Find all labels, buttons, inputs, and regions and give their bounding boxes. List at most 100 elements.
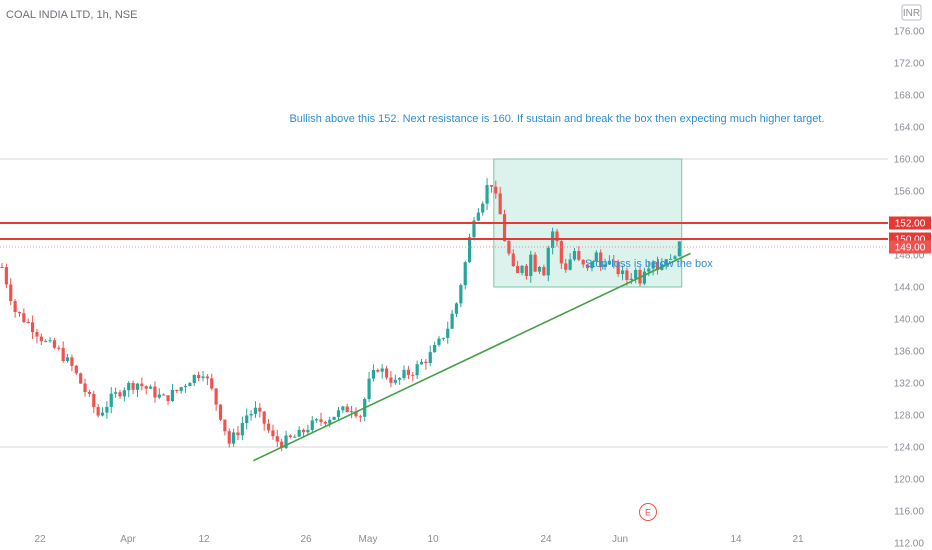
candle-body: [647, 268, 651, 272]
candle-body: [48, 340, 52, 342]
price-tick-label: 120.00: [894, 475, 925, 486]
candle-body: [22, 313, 26, 322]
candle-body: [52, 340, 57, 348]
candle-body: [603, 264, 607, 268]
candle-body: [673, 256, 677, 259]
candle-body: [467, 237, 472, 263]
currency-badge[interactable]: [901, 4, 922, 21]
candle-body: [677, 241, 681, 257]
candle-body: [590, 261, 594, 269]
candle-body: [424, 361, 428, 364]
candle-body: [354, 411, 358, 417]
candles: [0, 178, 681, 452]
candle-body: [179, 387, 183, 392]
candle-body: [350, 411, 354, 413]
candle-body: [441, 337, 445, 339]
candle-body: [472, 220, 476, 238]
annotations: Bullish above this 152. Next resistance …: [289, 113, 824, 270]
candle-body: [485, 185, 489, 204]
candle-body: [39, 336, 43, 342]
candle-body: [140, 383, 144, 387]
candle-body: [555, 231, 559, 242]
candle-body: [240, 423, 244, 436]
candle-body: [83, 383, 87, 392]
candle-body: [371, 370, 376, 379]
candle-body: [114, 392, 118, 394]
candle-body: [498, 193, 502, 215]
candle-body: [546, 247, 550, 276]
candle-body: [70, 357, 74, 366]
events[interactable]: E: [639, 503, 657, 521]
candle-body: [135, 383, 140, 390]
candle-body: [577, 251, 581, 260]
candle-body: [9, 284, 13, 302]
candle-body: [258, 407, 262, 412]
candle-body: [61, 347, 65, 362]
candle-body: [476, 212, 480, 221]
price-tick-label: 160.00: [894, 155, 925, 166]
time-tick-label: 14: [730, 534, 742, 545]
candle-body: [481, 203, 485, 213]
grey-levels: [0, 158, 888, 448]
level-tag-bg: [889, 216, 931, 230]
price-tick-label: 168.00: [894, 91, 925, 102]
candle-body: [620, 270, 625, 275]
candle-body: [201, 376, 205, 379]
candle-body: [162, 394, 166, 396]
support-trendline[interactable]: [253, 252, 691, 462]
candle-body: [568, 259, 572, 270]
earnings-event-icon[interactable]: [639, 503, 657, 521]
candle-body: [57, 347, 61, 349]
candle-body: [564, 263, 568, 270]
candle-body: [183, 386, 188, 388]
candle-body: [345, 406, 349, 413]
candle-body: [507, 241, 511, 254]
candle-body: [319, 419, 323, 422]
price-tick-label: 148.00: [894, 251, 925, 262]
time-axis[interactable]: 22 Apr 12 26 May 10 24 Jun 14 21: [34, 534, 804, 545]
symbol-title: COAL INDIA LTD, 1h, NSE: [6, 9, 138, 21]
price-tick-label: 112.00: [894, 539, 924, 550]
candle-body: [79, 373, 83, 384]
candle-body: [616, 261, 620, 275]
candle-body: [26, 321, 30, 323]
candle-body: [459, 285, 463, 304]
candle-body: [437, 338, 441, 345]
candle-body: [358, 416, 362, 418]
candle-body: [253, 407, 258, 414]
time-tick-label: Apr: [120, 534, 136, 545]
price-tick-label: 176.00: [894, 27, 925, 38]
time-tick-label: 12: [198, 534, 210, 545]
candle-body: [450, 313, 454, 329]
candle-body: [266, 423, 271, 431]
candle-body: [170, 389, 175, 402]
candle-body: [284, 435, 288, 449]
price-axis[interactable]: 176.00 172.00 168.00 164.00 160.00 156.00 148.…: [894, 4, 925, 550]
candle-body: [411, 374, 415, 376]
price-tick-label: 128.00: [894, 411, 925, 422]
candle-body: [297, 429, 301, 437]
candle-body: [415, 364, 419, 376]
candle-body: [175, 389, 179, 392]
price-tick-label: 164.00: [894, 123, 925, 134]
time-tick-label: May: [359, 534, 378, 545]
candle-body: [205, 376, 209, 379]
candle-body: [494, 186, 498, 194]
candle-body: [96, 407, 100, 416]
candle-body: [520, 265, 524, 273]
candle-body: [393, 379, 397, 383]
candle-body: [100, 412, 105, 416]
resistance-levels[interactable]: [0, 222, 888, 248]
trendline-group[interactable]: [253, 252, 691, 462]
candle-body: [157, 394, 161, 398]
time-tick-label: 26: [300, 534, 312, 545]
time-tick-label: 21: [792, 534, 804, 545]
candle-body: [188, 383, 192, 387]
time-tick-label: 22: [34, 534, 46, 545]
candle-body: [328, 419, 332, 424]
candle-body: [148, 386, 153, 389]
candle-body: [651, 261, 655, 269]
candle-body: [406, 369, 411, 375]
